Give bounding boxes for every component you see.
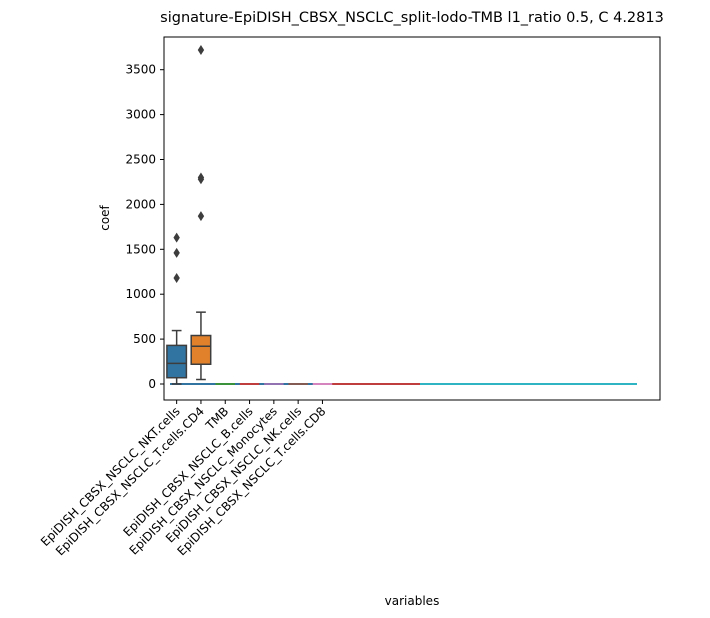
y-tick-label: 3000 [125, 108, 156, 122]
y-axis-label: coef [98, 204, 112, 230]
y-tick-label: 1000 [125, 287, 156, 301]
y-tick-label: 500 [133, 332, 156, 346]
box-body [191, 336, 211, 365]
y-tick-label: 3500 [125, 63, 156, 77]
chart-title: signature-EpiDISH_CBSX_NSCLC_split-lodo-… [160, 10, 664, 26]
y-tick-label: 2000 [125, 197, 156, 211]
y-tick-label: 0 [148, 377, 156, 391]
x-axis-label: variables [385, 594, 440, 608]
box-body [167, 345, 187, 377]
y-tick-label: 1500 [125, 242, 156, 256]
y-tick-label: 2500 [125, 153, 156, 167]
